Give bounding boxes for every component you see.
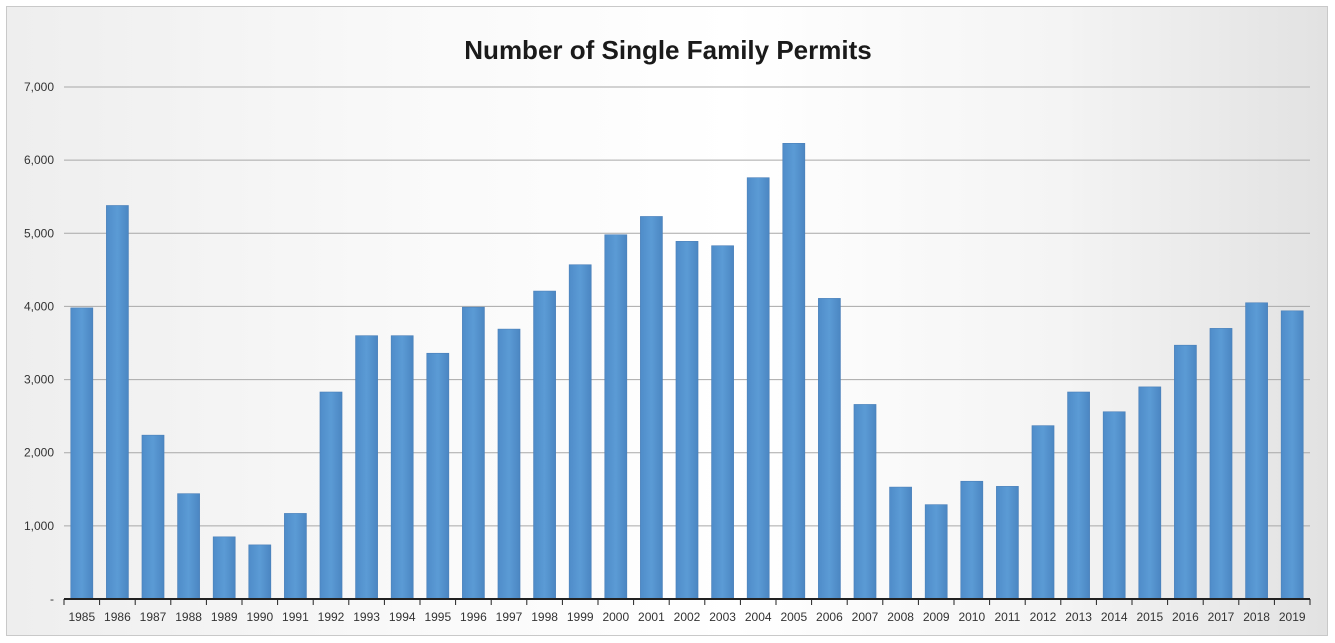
bar-1986 (106, 205, 129, 600)
bar-2002 (675, 241, 699, 600)
x-tick-label: 2006 (816, 610, 843, 624)
x-tick-label: 2018 (1243, 610, 1270, 624)
bar-1992 (319, 391, 343, 600)
x-tick-label: 2010 (958, 610, 985, 624)
y-tick-label: 2,000 (24, 446, 54, 460)
bar-2017 (1209, 328, 1233, 600)
x-tick-label: 1987 (140, 610, 167, 624)
x-tick-label: 2012 (1030, 610, 1057, 624)
y-axis-tick-labels: - 1,000 2,000 3,000 4,000 5,000 6,000 7,000 (24, 80, 54, 606)
x-tick-label: 2008 (887, 610, 914, 624)
x-tick-label: 1999 (567, 610, 594, 624)
x-tick-label: 1996 (460, 610, 487, 624)
y-tick-label: 4,000 (24, 299, 54, 313)
x-tick-label: 2015 (1136, 610, 1163, 624)
bar-1988 (177, 493, 200, 600)
bar-2001 (640, 216, 663, 600)
bar-1998 (533, 290, 556, 600)
x-tick-label: 1985 (68, 610, 95, 624)
x-tick-label: 2016 (1172, 610, 1199, 624)
bar-2016 (1174, 344, 1197, 600)
bar-2004 (746, 177, 770, 600)
x-tick-label: 1986 (104, 610, 131, 624)
bar-2013 (1067, 391, 1090, 600)
x-tick-label: 1997 (496, 610, 523, 624)
x-tick-label: 2000 (602, 610, 629, 624)
x-tick-label: 1990 (246, 610, 273, 624)
x-tick-label: 1991 (282, 610, 309, 624)
y-tick-label: - (50, 592, 54, 606)
x-tick-label: 2011 (994, 610, 1020, 624)
bar-1996 (462, 306, 485, 600)
chart-frame: Number of Single Family Permits - 1,000 2,… (6, 6, 1328, 636)
y-tick-label: 6,000 (24, 153, 54, 167)
x-tick-label: 1998 (531, 610, 558, 624)
x-tick-label: 2005 (780, 610, 807, 624)
y-tick-label: 5,000 (24, 226, 54, 240)
x-tick-label: 1992 (318, 610, 345, 624)
x-tick-label: 2003 (709, 610, 736, 624)
bar-2010 (960, 480, 984, 600)
x-tick-label: 2019 (1279, 610, 1306, 624)
bar-1987 (141, 434, 165, 600)
bar-1999 (568, 264, 592, 600)
x-tick-label: 2004 (745, 610, 772, 624)
bar-1995 (426, 352, 450, 600)
x-axis-tick-labels: 1985 1986 1987 1988 1989 1990 1991 1992 1993 1994… (63, 599, 1311, 624)
bar-2019 (1280, 310, 1304, 600)
x-tick-label: 2001 (638, 610, 665, 624)
y-tick-label: 7,000 (24, 80, 54, 94)
bar-2009 (924, 504, 948, 600)
bar-2008 (889, 486, 912, 600)
bar-1990 (248, 544, 272, 600)
x-tick-label: 1993 (353, 610, 380, 624)
x-tick-label: 2013 (1065, 610, 1092, 624)
bar-1989 (212, 536, 236, 600)
x-tick-label: 1989 (211, 610, 238, 624)
bar-1985 (70, 307, 94, 600)
bar-2018 (1245, 302, 1268, 600)
bars (70, 143, 1304, 600)
chart-title: Number of Single Family Permits (464, 35, 871, 65)
x-tick-label: 2009 (923, 610, 950, 624)
bar-2005 (782, 143, 806, 600)
x-tick-label: 1988 (175, 610, 202, 624)
x-tick-label: 2002 (674, 610, 701, 624)
bar-1991 (284, 513, 307, 600)
bar-2000 (604, 234, 628, 600)
bar-1993 (355, 335, 378, 600)
bar-chart: Number of Single Family Permits - 1,000 2,… (24, 35, 1311, 624)
y-tick-label: 1,000 (24, 519, 54, 533)
bar-1994 (390, 335, 414, 600)
bar-2014 (1102, 411, 1126, 600)
bar-2007 (853, 404, 877, 600)
bar-1997 (497, 328, 521, 600)
x-tick-label: 1995 (424, 610, 451, 624)
x-tick-label: 2014 (1101, 610, 1128, 624)
y-tick-label: 3,000 (24, 373, 54, 387)
bar-2011 (996, 486, 1019, 600)
x-tick-label: 1994 (389, 610, 416, 624)
x-tick-label: 2017 (1208, 610, 1235, 624)
bar-2003 (711, 245, 734, 600)
bar-2006 (818, 298, 841, 600)
x-tick-label: 2007 (852, 610, 879, 624)
bar-2015 (1138, 386, 1162, 600)
bar-2012 (1031, 425, 1055, 600)
